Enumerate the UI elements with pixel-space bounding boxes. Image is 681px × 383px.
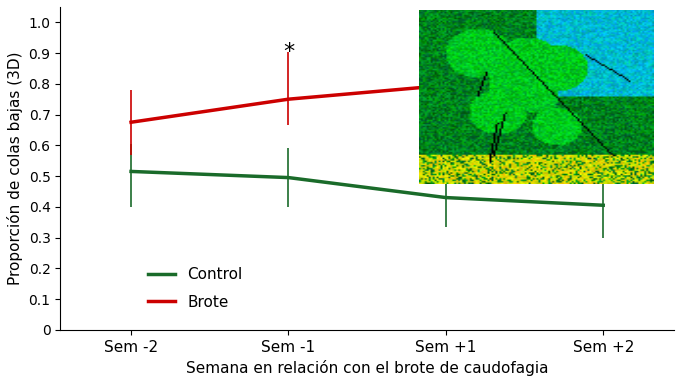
Text: *: * [440, 25, 452, 44]
Text: *: * [598, 41, 609, 62]
Text: *: * [283, 41, 294, 62]
Y-axis label: Proporción de colas bajas (3D): Proporción de colas bajas (3D) [7, 52, 23, 285]
Legend: Control, Brote: Control, Brote [142, 261, 249, 316]
X-axis label: Semana en relación con el brote de caudofagia: Semana en relación con el brote de caudo… [186, 360, 548, 376]
